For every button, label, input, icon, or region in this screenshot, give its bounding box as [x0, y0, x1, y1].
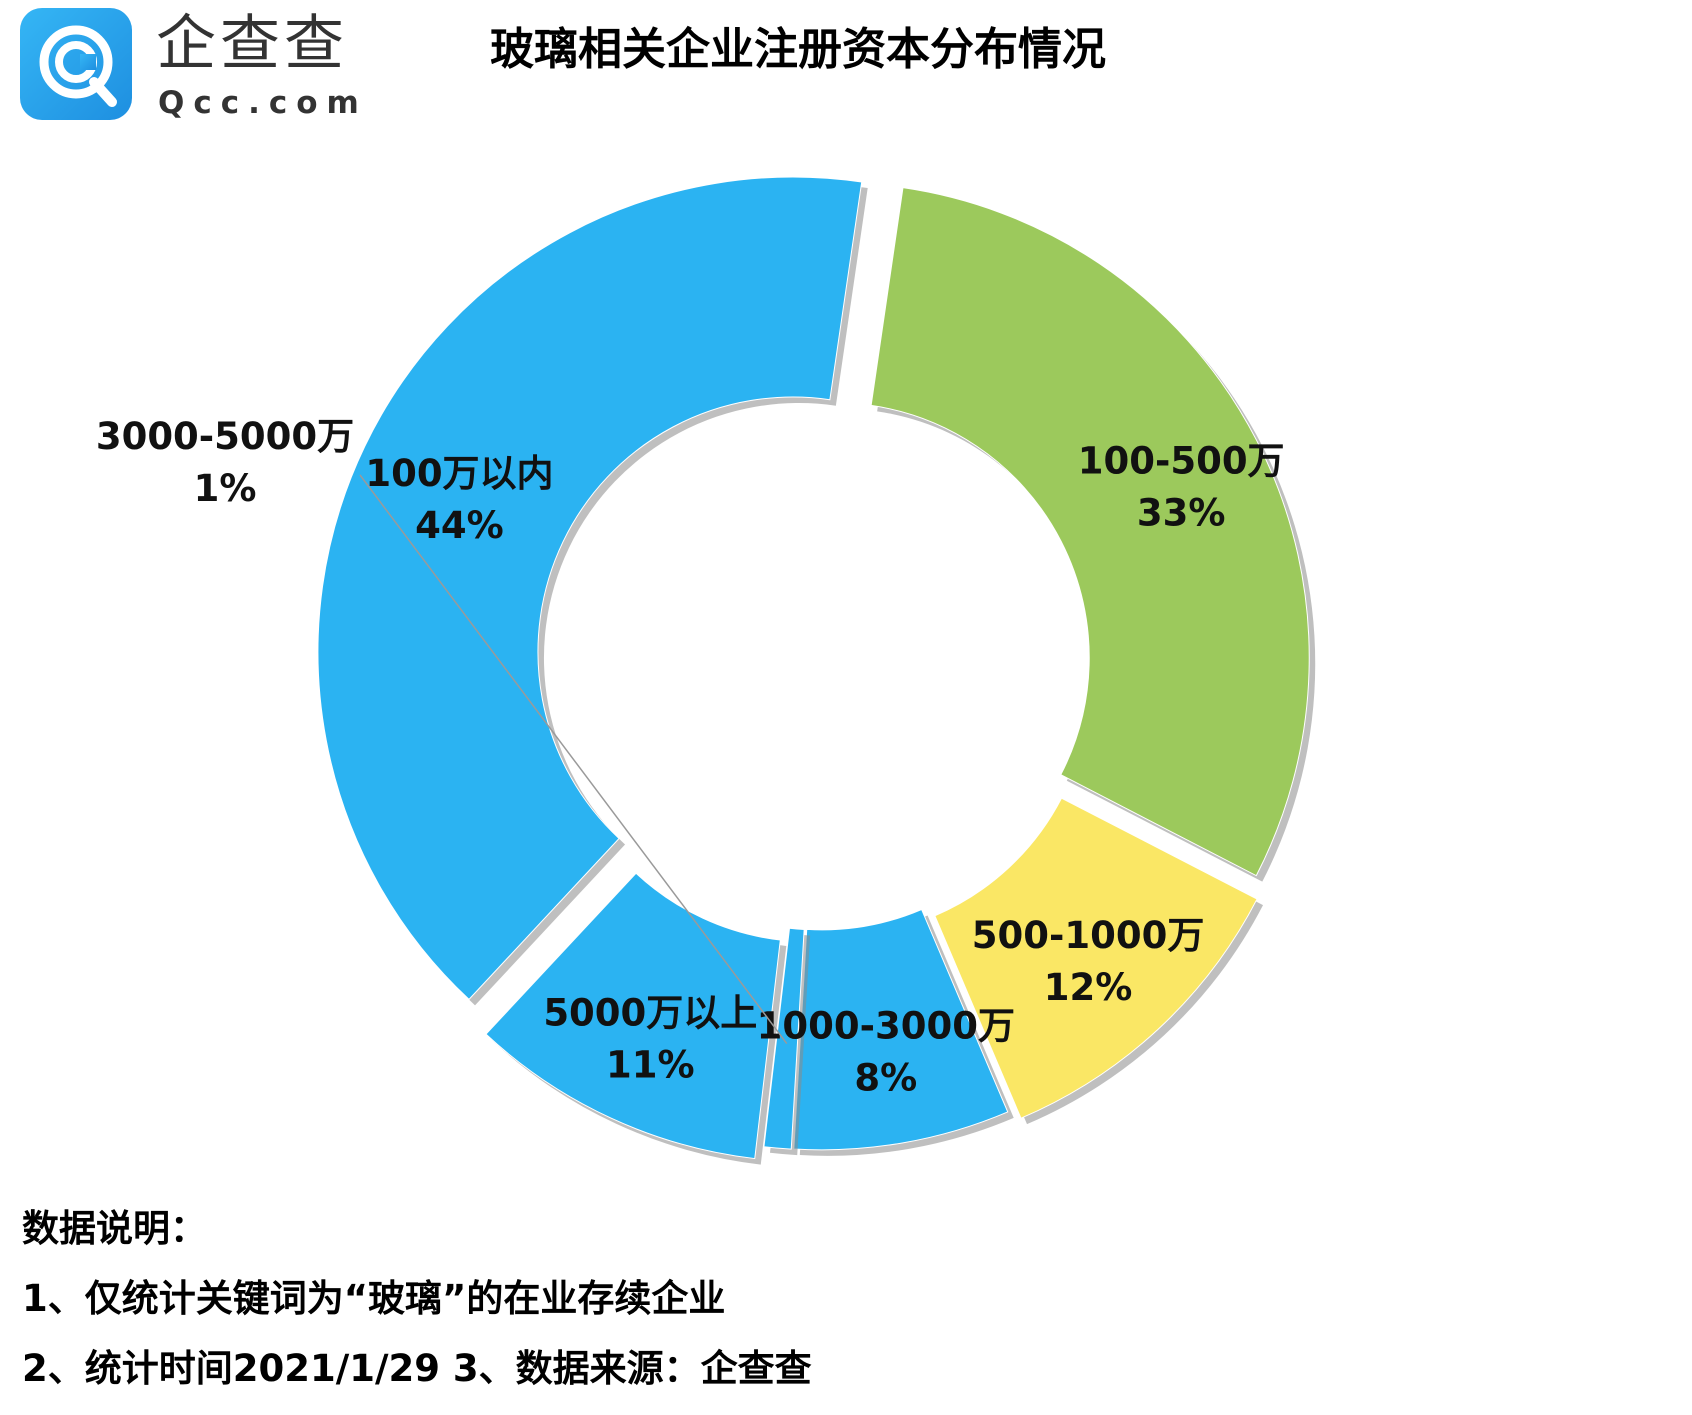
slice-label-category: 100万以内 [365, 452, 553, 495]
donut-labels: 100万以内 44% 100-500万 33% 500-1000万 12% 1000-300… [96, 415, 1285, 1099]
data-notes: 数据说明： 1、仅统计关键词为“玻璃”的在业存续企业 2、统计时间2021/1/… [22, 1205, 812, 1415]
donut-slices [317, 176, 1316, 1165]
slice-label-percent: 11% [606, 1044, 695, 1087]
logo-name-cn: 企查查 [156, 9, 348, 79]
logo-name-en: Qcc.com [158, 85, 368, 121]
slice-3 [934, 797, 1258, 1119]
slice-label-category: 3000-5000万 [96, 415, 354, 458]
slice-label-percent: 33% [1137, 492, 1226, 535]
chart-title: 玻璃相关企业注册资本分布情况 [490, 24, 1106, 75]
slice-label-category: 1000-3000万 [757, 1004, 1015, 1047]
slice-label-percent: 44% [415, 504, 504, 547]
slice-6 [485, 872, 781, 1160]
slice-label-percent: 8% [854, 1056, 917, 1099]
slice-label-category: 100-500万 [1078, 440, 1285, 483]
slice-1 [317, 176, 863, 1001]
slice-label-category: 5000万以上 [543, 992, 757, 1035]
logo: 企查查 Qcc.com [20, 8, 390, 128]
slice-label-category: 500-1000万 [972, 914, 1205, 957]
notes-line-2: 2、统计时间2021/1/29 3、数据来源：企查查 [22, 1347, 812, 1390]
slice-2 [870, 187, 1310, 877]
slice-label-percent: 1% [194, 467, 257, 510]
qcc-logo-icon [20, 8, 132, 120]
notes-line-1: 1、仅统计关键词为“玻璃”的在业存续企业 [22, 1277, 726, 1320]
slice-label-percent: 12% [1044, 966, 1133, 1009]
leader-line [359, 474, 788, 1044]
notes-heading: 数据说明： [22, 1207, 207, 1250]
